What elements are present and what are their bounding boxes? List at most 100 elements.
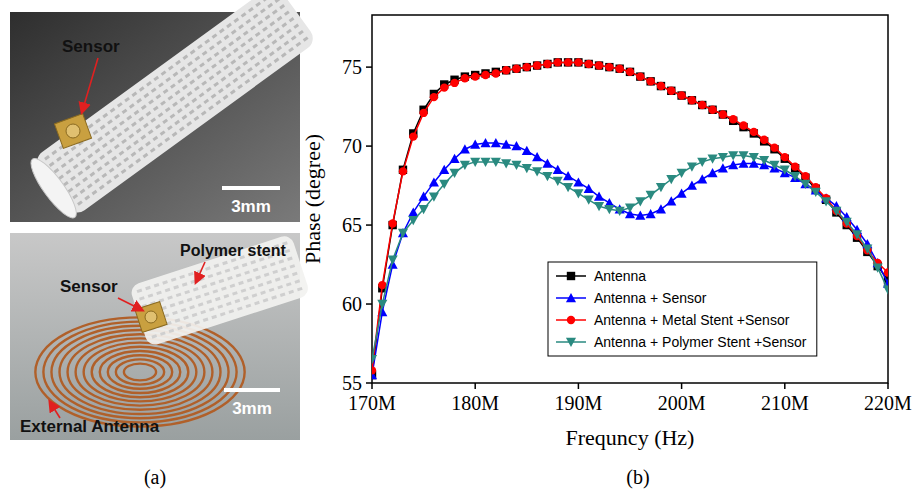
stent-hole — [182, 55, 188, 60]
marker — [604, 205, 614, 214]
marker — [635, 197, 645, 206]
series-line — [372, 62, 888, 370]
figure: Sensor3mmSensorPolymer stentExternal Ant… — [0, 0, 917, 497]
marker — [698, 101, 706, 109]
marker — [408, 207, 418, 216]
stent-hole — [101, 173, 107, 178]
stent-hole — [228, 309, 234, 313]
stent-hole — [148, 129, 154, 134]
stent-hole — [224, 35, 230, 40]
marker — [450, 154, 460, 163]
stent-hole — [262, 26, 268, 31]
stent-hole — [156, 291, 162, 295]
stent-hole — [138, 116, 144, 121]
stent-hole — [220, 312, 226, 316]
marker — [481, 71, 489, 79]
marker — [460, 144, 470, 153]
marker — [708, 168, 718, 177]
stent-hole — [192, 68, 198, 73]
stent-hole — [80, 189, 86, 194]
stent-hole — [253, 268, 259, 272]
stent-hole — [194, 86, 200, 91]
stent-hole — [250, 260, 256, 264]
marker — [800, 180, 810, 189]
marker — [501, 159, 511, 168]
marker — [522, 164, 532, 173]
stent-hole — [210, 282, 216, 286]
stent-hole — [124, 127, 130, 132]
stent-hole — [49, 162, 55, 167]
stent-hole — [97, 166, 103, 171]
stent-hole — [211, 315, 217, 319]
stent-hole — [197, 44, 203, 49]
stent-hole — [82, 177, 88, 182]
marker — [719, 110, 727, 118]
stent-hole — [226, 23, 232, 28]
stent-hole — [235, 299, 241, 303]
stent-hole — [216, 70, 222, 75]
stent-hole — [139, 86, 145, 91]
stent-hole — [129, 103, 135, 108]
stent-hole — [284, 11, 290, 16]
stent-hole — [200, 310, 206, 314]
stent-hole — [119, 150, 125, 155]
stent-hole — [140, 135, 146, 140]
stent-hole — [201, 80, 207, 85]
antenna-coil — [92, 347, 189, 397]
scale-bar-label: 3mm — [231, 197, 271, 216]
stent-hole — [171, 277, 177, 281]
legend-box — [548, 262, 817, 356]
marker — [532, 167, 542, 176]
stent-hole — [241, 12, 247, 17]
stent-hole — [182, 85, 188, 90]
marker — [533, 61, 541, 69]
arrow — [82, 58, 98, 112]
x-tick — [371, 383, 373, 389]
photo-bottom: SensorPolymer stentExternal Antenna3mm — [10, 233, 310, 440]
stent-hole — [288, 290, 294, 294]
stent-hole — [184, 103, 190, 108]
marker — [656, 204, 666, 213]
stent-hole — [279, 34, 285, 39]
stent-hole — [104, 131, 110, 136]
stent-hole — [83, 147, 89, 152]
marker — [605, 63, 613, 71]
stent-hole — [160, 331, 166, 335]
stent-hole — [165, 77, 171, 82]
legend-label: Antenna + Sensor — [594, 290, 707, 306]
stent-hole — [169, 329, 175, 333]
stent-hole — [276, 46, 282, 51]
stent-hole — [131, 122, 137, 127]
marker — [636, 72, 644, 80]
marker — [398, 228, 408, 237]
marker — [502, 66, 510, 74]
marker — [543, 60, 551, 68]
stent-hole — [146, 81, 152, 86]
stent-hole — [215, 100, 221, 105]
stent-hole — [232, 291, 238, 295]
x-tick-label: 210M — [761, 392, 809, 414]
marker — [573, 189, 583, 198]
stent-hole — [209, 307, 215, 311]
stent-hole — [226, 302, 232, 306]
stent-hole — [250, 55, 256, 60]
stent-hole — [71, 146, 77, 151]
stent-hole — [254, 62, 260, 67]
marker — [450, 169, 460, 178]
marker — [883, 286, 888, 295]
stent-hole — [212, 33, 218, 38]
stent-hole — [177, 326, 183, 330]
stent-hole — [209, 75, 215, 80]
marker — [439, 180, 449, 189]
stent-hole — [203, 318, 209, 322]
stent-hole — [297, 287, 303, 291]
stent-hole — [260, 290, 266, 294]
marker — [677, 169, 687, 178]
stent-hole — [294, 279, 300, 283]
stent-hole — [75, 182, 81, 187]
stent-hole — [252, 43, 258, 48]
marker — [574, 58, 582, 66]
stent-hole — [269, 51, 275, 56]
stent-hole — [100, 125, 106, 130]
stent-hole — [225, 83, 231, 88]
